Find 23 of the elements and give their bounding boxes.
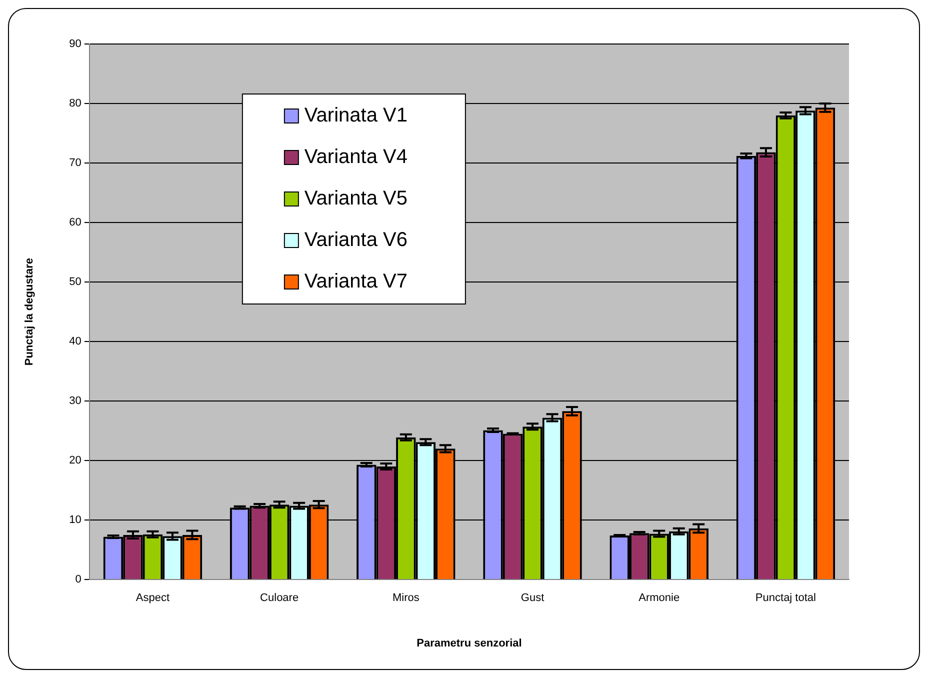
y-tick-label: 70 (69, 157, 82, 170)
x-axis-title: Parametru senzorial (416, 637, 522, 650)
legend-label: Varianta V7 (304, 270, 408, 293)
y-axis-title: Punctaj la degustare (24, 258, 36, 366)
x-tick-label: Culoare (260, 592, 299, 604)
y-tick-label: 60 (69, 216, 82, 229)
legend-label: Varinata V1 (304, 104, 408, 127)
x-tick-label: Punctaj total (755, 592, 816, 604)
legend-label: Varianta V5 (304, 188, 408, 210)
y-tick-label: 30 (69, 395, 82, 408)
y-tick-label: 20 (69, 454, 82, 467)
y-tick-label: 50 (69, 276, 82, 288)
legend-label: Varianta V6 (304, 229, 408, 252)
legend-label: Varianta V4 (304, 146, 408, 168)
y-tick-label: 0 (75, 574, 82, 586)
y-tick-label: 10 (69, 514, 82, 526)
x-tick-label: Armonie (638, 592, 680, 604)
y-tick-label: 90 (69, 38, 82, 50)
y-tick-label: 40 (69, 336, 82, 348)
x-tick-label: Miros (392, 592, 420, 604)
y-tick-label: 80 (69, 98, 82, 110)
x-tick-label: Aspect (136, 592, 170, 604)
x-tick-label: Gust (520, 592, 544, 604)
